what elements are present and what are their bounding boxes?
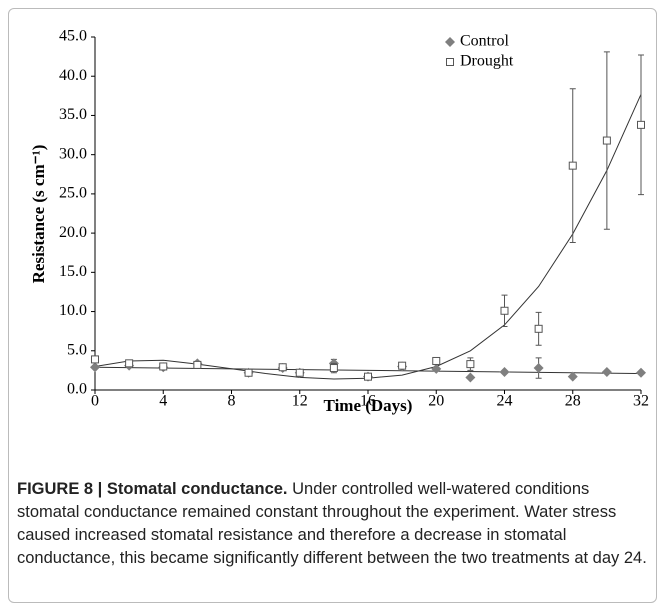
y-axis-label: Resistance (s cm⁻¹)	[29, 145, 48, 284]
point	[91, 355, 99, 364]
x-tick-label: 8	[228, 393, 236, 410]
y-tick-label: 35.0	[59, 106, 87, 123]
point	[329, 364, 338, 373]
x-axis-label: Time (Days)	[324, 396, 413, 415]
legend-marker	[446, 58, 454, 66]
trendline	[94, 366, 642, 374]
y-tick-label: 20.0	[59, 224, 87, 241]
trendline	[94, 94, 642, 380]
x-tick-label: 16	[360, 393, 376, 410]
point	[636, 367, 646, 378]
x-tick-label: 32	[633, 393, 649, 410]
x-tick-label: 0	[91, 393, 99, 410]
y-tick-label: 15.0	[59, 263, 87, 280]
point	[432, 356, 441, 365]
legend-marker	[445, 37, 455, 47]
y-tick-label: 5.0	[67, 341, 87, 358]
point	[193, 360, 202, 369]
y-tick-label: 10.0	[59, 302, 87, 319]
point	[159, 362, 168, 371]
point	[500, 306, 509, 315]
point	[499, 366, 510, 377]
point	[637, 120, 645, 129]
y-tick-label: 40.0	[59, 67, 87, 84]
x-tick-label: 24	[497, 393, 513, 410]
legend-label: Drought	[460, 53, 514, 70]
chart: Time (Days) Resistance (s cm⁻¹) 0.0 5.0 10…	[29, 28, 649, 415]
point	[398, 361, 407, 370]
y-tick-label: 0.0	[67, 381, 87, 398]
point	[278, 363, 287, 372]
point	[534, 324, 543, 333]
x-tick-label: 12	[292, 393, 308, 410]
point	[431, 363, 442, 374]
x-tick-label: 28	[565, 393, 581, 410]
x-tick-label: 4	[159, 393, 167, 410]
point	[465, 372, 476, 383]
point	[466, 360, 475, 369]
point	[568, 161, 577, 170]
point	[125, 359, 134, 368]
figure-frame	[8, 8, 657, 603]
y-tick-label: 25.0	[59, 185, 87, 202]
point	[364, 372, 372, 381]
point	[244, 368, 253, 377]
point	[533, 363, 544, 374]
caption-label: FIGURE 8 | Stomatal conductance.	[17, 480, 288, 498]
x-tick-label: 20	[428, 393, 444, 410]
legend-label: Control	[460, 33, 509, 50]
point	[90, 362, 100, 373]
caption: FIGURE 8 | Stomatal conductance. Under c…	[17, 478, 647, 570]
y-tick-label: 30.0	[59, 145, 87, 162]
point	[567, 371, 578, 382]
point	[601, 366, 612, 377]
y-tick-label: 45.0	[59, 28, 87, 45]
point	[295, 368, 304, 377]
point	[602, 136, 611, 145]
caption-text: Under controlled well-watered conditions…	[17, 480, 647, 567]
